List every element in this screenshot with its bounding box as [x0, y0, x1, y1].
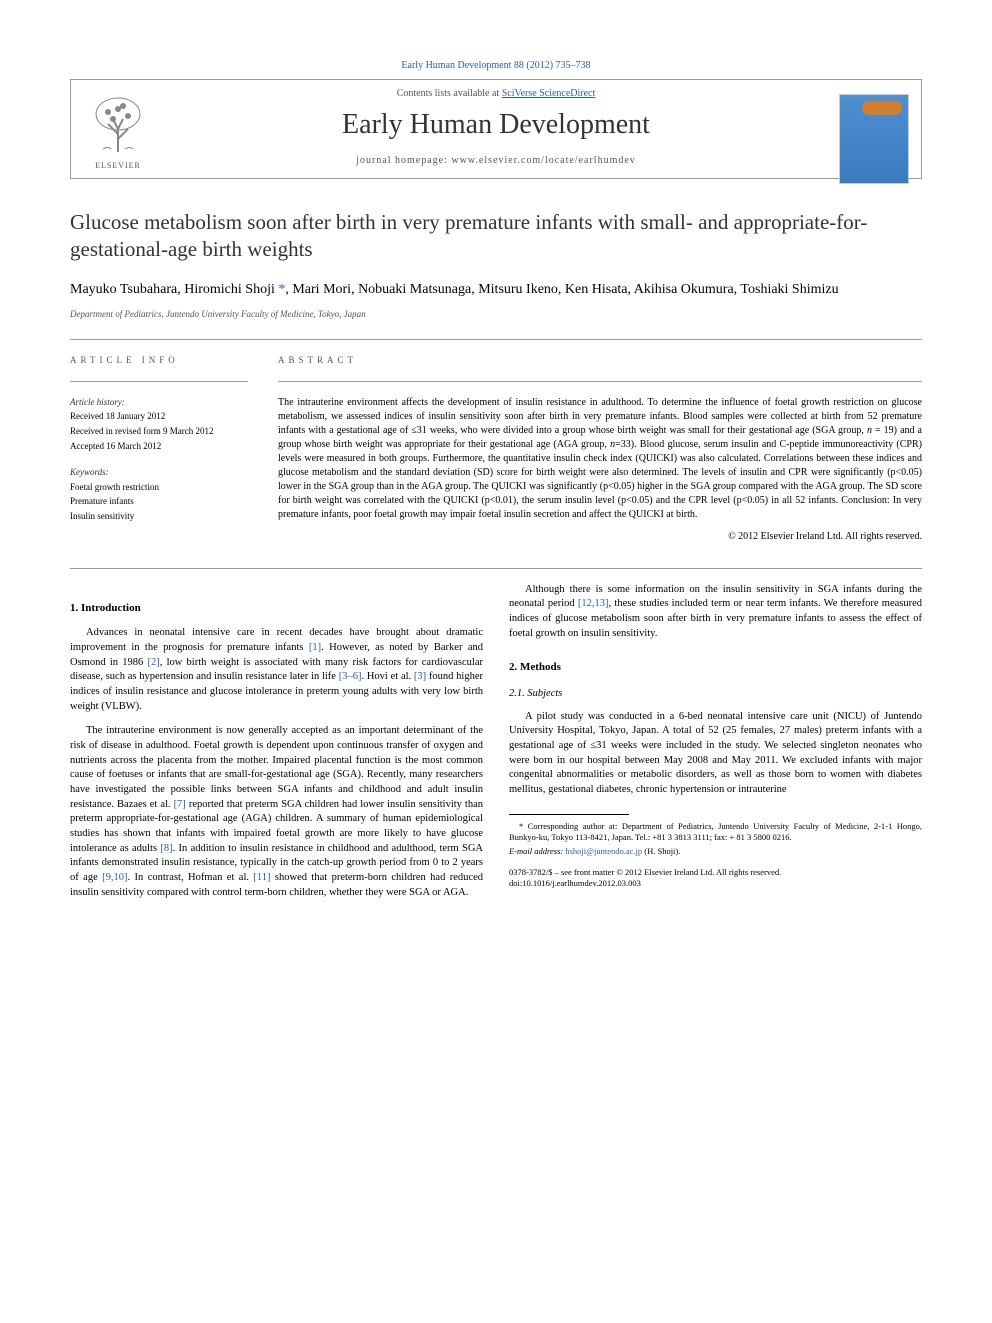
intro-para-2: The intrauterine environment is now gene…	[70, 724, 483, 900]
cover-badge	[862, 101, 902, 115]
keywords-block: Keywords: Foetal growth restriction Prem…	[70, 466, 248, 522]
journal-homepage: journal homepage: www.elsevier.com/locat…	[83, 155, 909, 166]
email-suffix: (H. Shoji).	[642, 846, 680, 856]
abstract-copyright: © 2012 Elsevier Ireland Ltd. All rights …	[278, 530, 922, 544]
ref-7[interactable]: [7]	[174, 799, 186, 810]
divider-top	[70, 339, 922, 340]
affiliation: Department of Pediatrics, Juntendo Unive…	[70, 309, 922, 319]
corresponding-author: * Corresponding author at: Department of…	[509, 821, 922, 843]
history-revised: Received in revised form 9 March 2012	[70, 425, 248, 438]
abstract-text: The intrauterine environment affects the…	[278, 396, 922, 522]
journal-name: Early Human Development	[83, 109, 909, 141]
ref-8[interactable]: [8]	[160, 843, 172, 854]
article-info-heading: ARTICLE INFO	[70, 354, 248, 367]
meta-abstract-row: ARTICLE INFO Article history: Received 1…	[70, 354, 922, 544]
history-accepted: Accepted 16 March 2012	[70, 440, 248, 453]
ref-11[interactable]: [11]	[253, 872, 270, 883]
p2a: The intrauterine environment is now gene…	[70, 725, 483, 809]
footnote-block: * Corresponding author at: Department of…	[509, 821, 922, 857]
intro-para-1: Advances in neonatal intensive care in r…	[70, 626, 483, 714]
journal-cover-thumbnail	[839, 94, 909, 184]
elsevier-tree-icon	[83, 94, 153, 154]
author-list: Mayuko Tsubahara, Hiromichi Shoji *, Mar…	[70, 280, 922, 300]
abs-part1: The intrauterine environment affects the…	[278, 397, 922, 436]
intro-para-3: Although there is some information on th…	[509, 583, 922, 642]
keyword-3: Insulin sensitivity	[70, 510, 248, 523]
email-link[interactable]: hshoji@juntendo.ac.jp	[565, 846, 642, 856]
history-label: Article history:	[70, 396, 248, 409]
body-columns: 1. Introduction Advances in neonatal int…	[70, 583, 922, 901]
authors-part2: , Mari Mori, Nobuaki Matsunaga, Mitsuru …	[285, 282, 838, 297]
abstract-column: ABSTRACT The intrauterine environment af…	[278, 354, 922, 544]
ref-12-13[interactable]: [12,13]	[578, 598, 609, 609]
history-received: Received 18 January 2012	[70, 410, 248, 423]
top-journal-link[interactable]: Early Human Development 88 (2012) 735–73…	[70, 60, 922, 71]
ref-3[interactable]: [3]	[414, 671, 426, 682]
email-label: E-mail address:	[509, 846, 565, 856]
methods-para-1: A pilot study was conducted in a 6-bed n…	[509, 710, 922, 798]
abs-neq2: =33). Blood glucose, serum insulin and C…	[278, 439, 922, 520]
ref-2[interactable]: [2]	[147, 657, 159, 668]
subjects-heading: 2.1. Subjects	[509, 687, 922, 702]
content-list-line: Contents lists available at SciVerse Sci…	[83, 88, 909, 99]
content-list-prefix: Contents lists available at	[397, 88, 502, 99]
p2d: . In contrast, Hofman et al.	[128, 872, 254, 883]
abstract-heading: ABSTRACT	[278, 354, 922, 367]
methods-heading: 2. Methods	[509, 660, 922, 675]
intro-heading: 1. Introduction	[70, 601, 483, 616]
p1d: . Hovi et al.	[361, 671, 413, 682]
abstract-divider	[278, 381, 922, 382]
page: Early Human Development 88 (2012) 735–73…	[0, 0, 992, 941]
keyword-1: Foetal growth restriction	[70, 481, 248, 494]
divider-bottom	[70, 568, 922, 569]
publisher-name: ELSEVIER	[83, 161, 153, 170]
ref-9-10[interactable]: [9,10]	[102, 872, 127, 883]
authors-part1: Mayuko Tsubahara, Hiromichi Shoji	[70, 282, 278, 297]
article-info-column: ARTICLE INFO Article history: Received 1…	[70, 354, 248, 544]
doi-line: doi:10.1016/j.earlhumdev.2012.03.003	[509, 878, 922, 889]
ref-1[interactable]: [1]	[309, 642, 321, 653]
footnote-rule	[509, 814, 629, 815]
header-banner: ELSEVIER Contents lists available at Sci…	[70, 79, 922, 179]
keyword-2: Premature infants	[70, 495, 248, 508]
keywords-label: Keywords:	[70, 466, 248, 479]
bottom-meta: 0378-3782/$ – see front matter © 2012 El…	[509, 867, 922, 889]
email-line: E-mail address: hshoji@juntendo.ac.jp (H…	[509, 846, 922, 857]
article-title: Glucose metabolism soon after birth in v…	[70, 209, 922, 264]
issn-line: 0378-3782/$ – see front matter © 2012 El…	[509, 867, 922, 878]
sciencedirect-link[interactable]: SciVerse ScienceDirect	[502, 88, 596, 99]
publisher-logo: ELSEVIER	[83, 94, 153, 174]
info-divider	[70, 381, 248, 382]
ref-3-6[interactable]: [3–6]	[339, 671, 362, 682]
